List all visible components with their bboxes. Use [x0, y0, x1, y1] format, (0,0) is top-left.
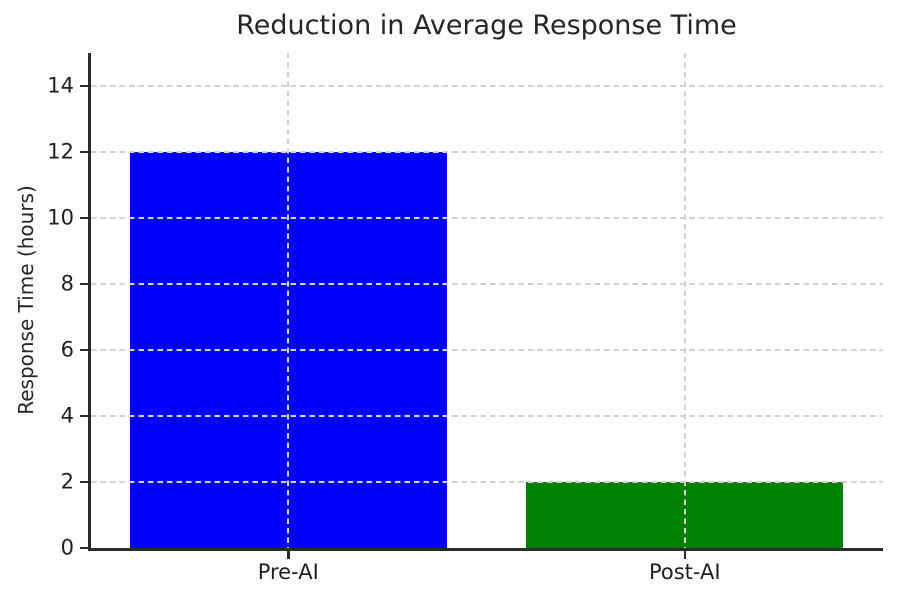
x-tick-label-post-ai: Post-AI [648, 560, 721, 584]
gridline-y-8 [91, 283, 883, 285]
y-tick-4 [80, 414, 89, 418]
gridline-x-post-ai [683, 53, 686, 548]
y-axis-spine [88, 53, 91, 550]
y-tick-12 [80, 150, 89, 154]
y-tick-label-8: 8 [60, 271, 74, 296]
gridline-y-14 [91, 85, 883, 87]
y-tick-8 [80, 282, 89, 286]
y-tick-label-12: 12 [47, 139, 74, 164]
y-tick-10 [80, 216, 89, 220]
y-tick-label-10: 10 [47, 205, 74, 230]
gridline-y-6 [91, 349, 883, 351]
gridline-y-12 [91, 151, 883, 153]
x-tick-pre-ai [287, 550, 290, 559]
gridline-y-10 [91, 217, 883, 219]
gridline-x-pre-ai [287, 53, 290, 548]
y-tick-label-0: 0 [60, 535, 74, 560]
y-tick-0 [80, 546, 89, 550]
x-tick-label-pre-ai: Pre-AI [257, 560, 319, 584]
gridline-y-4 [91, 415, 883, 417]
y-tick-label-2: 2 [60, 469, 74, 494]
y-tick-label-4: 4 [60, 403, 74, 428]
gridline-y-2 [91, 481, 883, 483]
y-tick-6 [80, 348, 89, 352]
x-axis-spine [88, 547, 883, 551]
y-tick-2 [80, 480, 89, 484]
y-tick-label-14: 14 [47, 73, 74, 98]
chart-title: Reduction in Average Response Time [236, 10, 737, 41]
y-tick-label-6: 6 [60, 337, 74, 362]
x-tick-post-ai [683, 550, 686, 559]
y-tick-14 [80, 84, 89, 88]
